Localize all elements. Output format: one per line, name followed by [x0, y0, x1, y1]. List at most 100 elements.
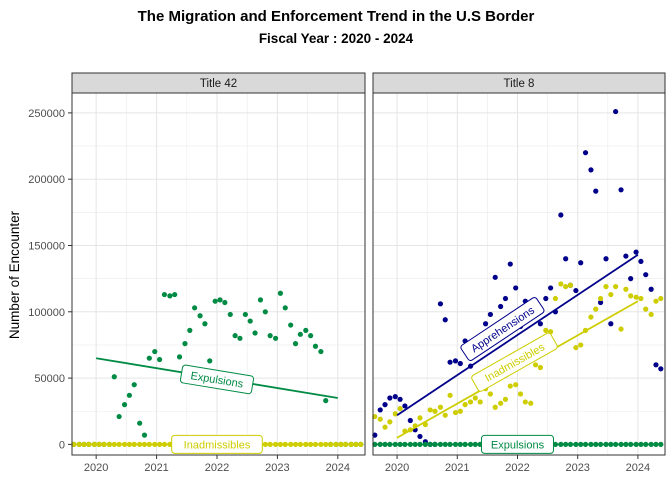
data-point: [613, 109, 618, 114]
data-point: [237, 336, 242, 341]
data-point: [432, 409, 437, 414]
data-point: [463, 402, 468, 407]
series-label-expulsions: Expulsions: [481, 435, 553, 453]
data-point: [488, 312, 493, 317]
data-point: [523, 399, 528, 404]
chart-panels: Title 42 2020 2021 2022 2023 2024 0 50000 100000…: [28, 73, 665, 474]
data-point: [293, 341, 298, 346]
data-point: [382, 425, 387, 430]
data-point: [468, 399, 473, 404]
data-point: [563, 284, 568, 289]
data-point: [623, 253, 628, 258]
data-point: [162, 292, 167, 297]
data-point: [613, 284, 618, 289]
data-point: [127, 393, 132, 398]
data-point: [283, 305, 288, 310]
data-point: [387, 419, 392, 424]
data-point: [393, 394, 398, 399]
x-tick-label: 2023: [565, 462, 589, 474]
data-point: [603, 256, 608, 261]
y-tick-label: 100000: [28, 307, 65, 319]
data-point: [608, 321, 613, 326]
data-point: [217, 297, 222, 302]
x-tick-label: 2021: [144, 462, 168, 474]
data-point: [634, 250, 639, 255]
x-tick-label: 2020: [84, 462, 108, 474]
y-tick-label: 200000: [28, 174, 65, 186]
series-label-inadmissibles: Inadmissibles: [172, 435, 263, 453]
data-point: [443, 317, 448, 322]
panel-border: [72, 93, 365, 455]
data-point: [643, 307, 648, 312]
data-point: [438, 301, 443, 306]
data-point: [313, 344, 318, 349]
data-point: [273, 336, 278, 341]
data-point: [593, 307, 598, 312]
data-point: [182, 341, 187, 346]
data-point: [593, 189, 598, 194]
data-point: [303, 328, 308, 333]
x-tick-label: 2022: [505, 462, 529, 474]
data-point: [538, 365, 543, 370]
data-point: [638, 259, 643, 264]
data-point: [563, 256, 568, 261]
data-point: [653, 299, 658, 304]
data-point: [268, 333, 273, 338]
data-point: [207, 358, 212, 363]
data-point: [187, 328, 192, 333]
data-point: [147, 356, 152, 361]
data-point: [213, 299, 218, 304]
data-point: [498, 401, 503, 406]
x-tick-label: 2021: [445, 462, 469, 474]
y-tick-label: 150000: [28, 240, 65, 252]
data-point: [588, 167, 593, 172]
data-point: [233, 333, 238, 338]
data-point: [618, 326, 623, 331]
data-point: [588, 314, 593, 319]
data-point: [543, 328, 548, 333]
data-point: [518, 391, 523, 396]
x-tick-label: 2020: [385, 462, 409, 474]
data-point: [117, 414, 122, 419]
data-point: [323, 398, 328, 403]
data-point: [628, 293, 633, 298]
data-point: [643, 272, 648, 277]
data-point: [513, 382, 518, 387]
data-point: [618, 187, 623, 192]
data-point: [558, 281, 563, 286]
data-point: [568, 283, 573, 288]
data-point: [483, 321, 488, 326]
data-point: [493, 405, 498, 410]
data-point: [248, 318, 253, 323]
data-point: [252, 330, 257, 335]
data-point: [397, 397, 402, 402]
data-point: [258, 297, 263, 302]
data-point: [378, 417, 383, 422]
data-point: [653, 362, 658, 367]
x-tick-label: 2024: [626, 462, 650, 474]
data-point: [408, 418, 413, 423]
data-point: [447, 393, 452, 398]
data-point: [222, 300, 227, 305]
x-tick-label: 2022: [205, 462, 229, 474]
data-point: [393, 411, 398, 416]
data-point: [573, 288, 578, 293]
data-point: [603, 284, 608, 289]
data-point: [288, 322, 293, 327]
data-point: [132, 382, 137, 387]
data-point: [197, 313, 202, 318]
data-point: [378, 407, 383, 412]
series-label-text: Expulsions: [491, 439, 545, 451]
data-point: [508, 383, 513, 388]
data-point: [458, 361, 463, 366]
facet-strip-label: Title 42: [200, 78, 237, 90]
data-point: [228, 312, 233, 317]
data-point: [417, 434, 422, 439]
data-point: [458, 409, 463, 414]
data-point: [177, 354, 182, 359]
y-tick-label: 50000: [34, 373, 65, 385]
data-point: [503, 296, 508, 301]
data-point: [428, 407, 433, 412]
